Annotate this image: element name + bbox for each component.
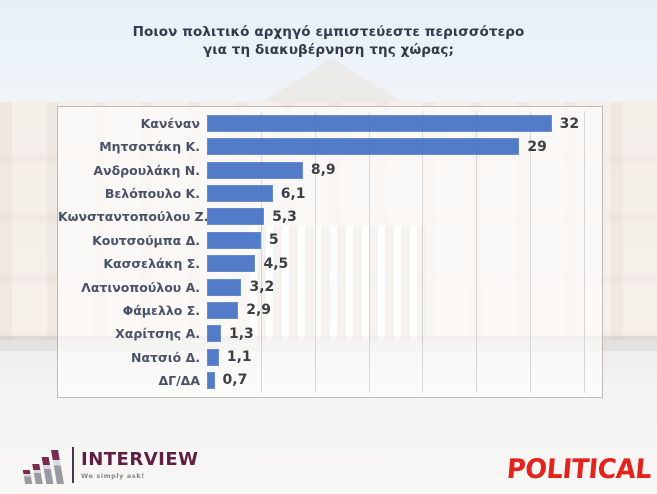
- value-label: 2,9: [246, 302, 272, 319]
- category-label: Κανέναν: [140, 116, 200, 131]
- bar: [207, 115, 552, 132]
- category-label: Κωνσταντοπούλου Ζ.: [58, 209, 209, 225]
- value-label: 4,5: [263, 255, 289, 272]
- interview-logo-tagline: We simply ask!: [81, 471, 145, 480]
- value-label: 5,3: [272, 208, 297, 225]
- interview-logo: INTERVIEW We simply ask!: [22, 446, 199, 484]
- bar-plot-area: 1,1: [207, 346, 598, 369]
- category-label: Νατσιό Δ.: [131, 349, 200, 365]
- bar-plot-area: 6,1: [207, 182, 598, 205]
- bar-rows: Κανέναν 32 Μητσοτάκη Κ. 29 Ανδρουλάκη Ν.…: [58, 112, 598, 392]
- interview-logo-divider: [72, 447, 74, 483]
- bar-row: Ανδρουλάκη Ν. 8,9: [58, 159, 598, 182]
- bar-plot-area: 32: [207, 112, 598, 135]
- category-label: Χαρίτσης Α.: [115, 326, 200, 342]
- bar-row: ΔΓ/ΔΑ 0,7: [58, 369, 598, 392]
- value-label: 1,3: [229, 325, 254, 342]
- chart-title: Ποιον πολιτικό αρχηγό εμπιστεύεστε περισ…: [0, 24, 657, 60]
- gridline: [260, 111, 262, 393]
- bar-row: Φάμελλο Σ. 2,9: [58, 299, 598, 322]
- value-label: 6,1: [280, 185, 306, 202]
- gridline: [583, 111, 585, 393]
- interview-logo-name: INTERVIEW: [81, 448, 199, 470]
- bar: [207, 231, 261, 249]
- bar-row: Νατσιό Δ. 1,1: [58, 346, 598, 369]
- bar-row: Κανέναν 32: [58, 112, 598, 135]
- bar-plot-area: 3,2: [207, 276, 598, 299]
- gridline: [368, 111, 370, 393]
- chart-title-line1: Ποιον πολιτικό αρχηγό εμπιστεύεστε περισ…: [132, 24, 525, 40]
- value-label: 3,2: [249, 279, 275, 296]
- bar: [207, 301, 239, 319]
- bar: [207, 325, 221, 343]
- bar-row: Κωνσταντοπούλου Ζ. 5,3: [58, 205, 598, 228]
- bar-plot-area: 1,3: [207, 322, 598, 345]
- bar: [207, 348, 219, 366]
- bar-plot-area: 5: [207, 229, 598, 252]
- value-label: 5: [268, 232, 279, 249]
- value-label: 29: [527, 138, 547, 155]
- value-label: 1,1: [226, 349, 252, 366]
- bar: [207, 185, 273, 203]
- bar-plot-area: 8,9: [207, 159, 598, 182]
- chart-title-line2: για τη διακυβέρνηση της χώρας;: [202, 41, 455, 58]
- value-label: 8,9: [310, 162, 336, 179]
- bar-row: Χαρίτσης Α. 1,3: [58, 322, 598, 345]
- bar-row: Κασσελάκη Σ. 4,5: [58, 252, 598, 275]
- category-label: Μητσοτάκη Κ.: [99, 139, 200, 155]
- category-label: Κασσελάκη Σ.: [103, 256, 200, 272]
- bar-plot-area: 0,7: [207, 369, 598, 392]
- bar-row: Λατινοπούλου Α. 3,2: [58, 276, 598, 299]
- category-label: Κουτσούμπα Δ.: [92, 232, 200, 248]
- category-label: Ανδρουλάκη Ν.: [93, 162, 200, 178]
- bar: [207, 208, 265, 226]
- gridline: [422, 111, 424, 393]
- bar-plot-area: 4,5: [207, 252, 598, 275]
- gridlines: [207, 111, 598, 393]
- gridline: [476, 111, 478, 393]
- gridline: [314, 111, 316, 393]
- bar-row: Βελόπουλο Κ. 6,1: [58, 182, 598, 205]
- bar: [207, 161, 303, 179]
- category-label: Φάμελλο Σ.: [122, 302, 200, 318]
- bar-plot-area: 29: [207, 135, 598, 158]
- value-label: 0,7: [222, 372, 248, 389]
- gridline: [530, 111, 532, 393]
- bar-row: Μητσοτάκη Κ. 29: [58, 135, 598, 158]
- bar: [207, 255, 256, 273]
- bar-plot-area: 2,9: [207, 299, 598, 322]
- bar-plot-area: 5,3: [207, 205, 598, 228]
- bar: [207, 278, 242, 296]
- category-label: ΔΓ/ΔΑ: [158, 372, 200, 388]
- value-label: 32: [559, 115, 580, 132]
- chart-panel: Κανέναν 32 Μητσοτάκη Κ. 29 Ανδρουλάκη Ν.…: [57, 106, 603, 398]
- bar-row: Κουτσούμπα Δ. 5: [58, 229, 598, 252]
- category-label: Βελόπουλο Κ.: [104, 186, 200, 202]
- interview-bars-icon: [22, 446, 64, 484]
- bar: [207, 138, 520, 156]
- category-label: Λατινοπούλου Α.: [81, 279, 200, 295]
- bar: [207, 371, 215, 389]
- political-logo: POLITICAL: [505, 454, 653, 485]
